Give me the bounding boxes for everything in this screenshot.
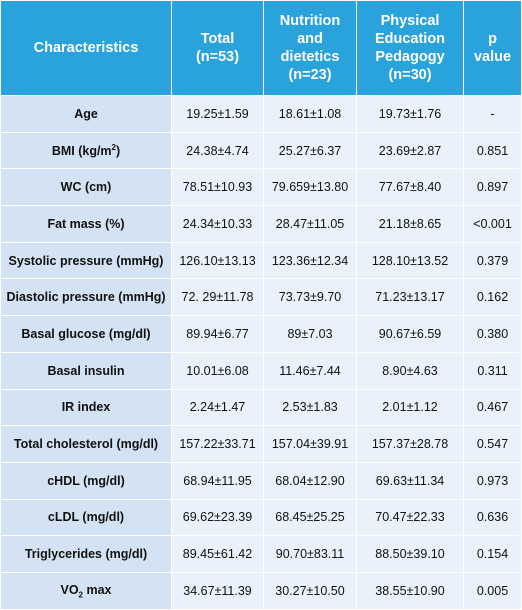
header-physical: Physical Education Pedagogy (n=30) (356, 0, 464, 96)
row-label: Fat mass (%) (0, 205, 172, 243)
cell-p-value: 0.467 (463, 388, 522, 427)
cell-total: 157.22±33.71 (171, 425, 264, 463)
cell-p-value: 0.379 (463, 241, 522, 280)
cell-physical: 157.37±28.78 (356, 425, 464, 463)
cell-physical: 71.23±13.17 (356, 278, 464, 317)
row-label: BMI (kg/m2) (0, 131, 172, 170)
cell-nutrition: 89±7.03 (263, 315, 357, 353)
header-nutrition: Nutrition and dietetics (n=23) (263, 0, 357, 96)
cell-physical: 77.67±8.40 (356, 168, 464, 207)
cell-total: 89.94±6.77 (171, 315, 264, 353)
table-row: Fat mass (%) 24.34±10.33 28.47±11.05 21.18±… (0, 205, 522, 243)
cell-physical: 21.18±8.65 (356, 205, 464, 243)
cell-p-value: 0.380 (463, 315, 522, 353)
cell-total: 126.10±13.13 (171, 241, 264, 280)
cell-p-value: 0.547 (463, 425, 522, 463)
cell-physical: 90.67±6.59 (356, 315, 464, 353)
row-label: cHDL (mg/dl) (0, 461, 172, 500)
cell-p-value: 0.851 (463, 131, 522, 170)
table-row: VO2 max 34.67±11.39 30.27±10.50 38.55±10.90… (0, 571, 522, 610)
cell-p-value: 0.636 (463, 498, 522, 537)
cell-p-value: 0.005 (463, 571, 522, 610)
cell-nutrition: 18.61±1.08 (263, 95, 357, 133)
cell-p-value: 0.154 (463, 535, 522, 573)
cell-nutrition: 28.47±11.05 (263, 205, 357, 243)
header-characteristics: Characteristics (0, 0, 172, 96)
row-label: VO2 max (0, 571, 172, 610)
table-row: Systolic pressure (mmHg) 126.10±13.13 123.… (0, 241, 522, 280)
row-label: WC (cm) (0, 168, 172, 207)
cell-nutrition: 2.53±1.83 (263, 388, 357, 427)
cell-p-value: 0.973 (463, 461, 522, 500)
cell-nutrition: 68.45±25.25 (263, 498, 357, 537)
cell-p-value: 0.897 (463, 168, 522, 207)
cell-total: 24.34±10.33 (171, 205, 264, 243)
row-label: Basal glucose (mg/dl) (0, 315, 172, 353)
cell-p-value: - (463, 95, 522, 133)
row-label: Diastolic pressure (mmHg) (0, 278, 172, 317)
table-row: Basal glucose (mg/dl) 89.94±6.77 89±7.03 90… (0, 315, 522, 353)
header-total: Total (n=53) (171, 0, 264, 96)
cell-total: 78.51±10.93 (171, 168, 264, 207)
table-row: Diastolic pressure (mmHg) 72. 29±11.78 73.… (0, 278, 522, 317)
cell-physical: 88.50±39.10 (356, 535, 464, 573)
cell-total: 24.38±4.74 (171, 131, 264, 170)
row-label: Age (0, 95, 172, 133)
table-row: Triglycerides (mg/dl) 89.45±61.42 90.70±83… (0, 535, 522, 573)
row-label: IR index (0, 388, 172, 427)
row-label: Basal insulin (0, 351, 172, 390)
header-row: Characteristics Total (n=53) Nutrition and… (0, 0, 522, 96)
cell-physical: 2.01±1.12 (356, 388, 464, 427)
cell-nutrition: 11.46±7.44 (263, 351, 357, 390)
cell-total: 2.24±1.47 (171, 388, 264, 427)
cell-total: 10.01±6.08 (171, 351, 264, 390)
cell-total: 89.45±61.42 (171, 535, 264, 573)
table-row: IR index 2.24±1.47 2.53±1.83 2.01±1.12 0.467 (0, 388, 522, 427)
cell-physical: 128.10±13.52 (356, 241, 464, 280)
table-body: Age 19.25±1.59 18.61±1.08 19.73±1.76- BMI (k… (0, 95, 522, 610)
cell-physical: 8.90±4.63 (356, 351, 464, 390)
cell-p-value: 0.311 (463, 351, 522, 390)
cell-nutrition: 73.73±9.70 (263, 278, 357, 317)
cell-physical: 23.69±2.87 (356, 131, 464, 170)
row-label: Total cholesterol (mg/dl) (0, 425, 172, 463)
cell-total: 72. 29±11.78 (171, 278, 264, 317)
cell-physical: 69.63±11.34 (356, 461, 464, 500)
table-row: cLDL (mg/dl) 69.62±23.39 68.45±25.25 70.47±… (0, 498, 522, 537)
table-row: Total cholesterol (mg/dl) 157.22±33.71 157… (0, 425, 522, 463)
cell-physical: 38.55±10.90 (356, 571, 464, 610)
cell-total: 69.62±23.39 (171, 498, 264, 537)
table-row: cHDL (mg/dl) 68.94±11.95 68.04±12.90 69.63±… (0, 461, 522, 500)
row-label: cLDL (mg/dl) (0, 498, 172, 537)
table-row: Age 19.25±1.59 18.61±1.08 19.73±1.76- (0, 95, 522, 133)
cell-total: 68.94±11.95 (171, 461, 264, 500)
header-p-value: p value (463, 0, 522, 96)
cell-total: 19.25±1.59 (171, 95, 264, 133)
row-label: Triglycerides (mg/dl) (0, 535, 172, 573)
cell-p-value: 0.162 (463, 278, 522, 317)
table-row: WC (cm) 78.51±10.93 79.659±13.80 77.67±8.40… (0, 168, 522, 207)
cell-nutrition: 90.70±83.11 (263, 535, 357, 573)
cell-nutrition: 123.36±12.34 (263, 241, 357, 280)
cell-physical: 70.47±22.33 (356, 498, 464, 537)
cell-total: 34.67±11.39 (171, 571, 264, 610)
cell-p-value: <0.001 (463, 205, 522, 243)
cell-physical: 19.73±1.76 (356, 95, 464, 133)
cell-nutrition: 79.659±13.80 (263, 168, 357, 207)
table-row: BMI (kg/m2) 24.38±4.74 25.27±6.37 23.69±2.8… (0, 131, 522, 170)
cell-nutrition: 68.04±12.90 (263, 461, 357, 500)
cell-nutrition: 30.27±10.50 (263, 571, 357, 610)
table-row: Basal insulin 10.01±6.08 11.46±7.44 8.90±4.… (0, 351, 522, 390)
row-label: Systolic pressure (mmHg) (0, 241, 172, 280)
cell-nutrition: 157.04±39.91 (263, 425, 357, 463)
cell-nutrition: 25.27±6.37 (263, 131, 357, 170)
